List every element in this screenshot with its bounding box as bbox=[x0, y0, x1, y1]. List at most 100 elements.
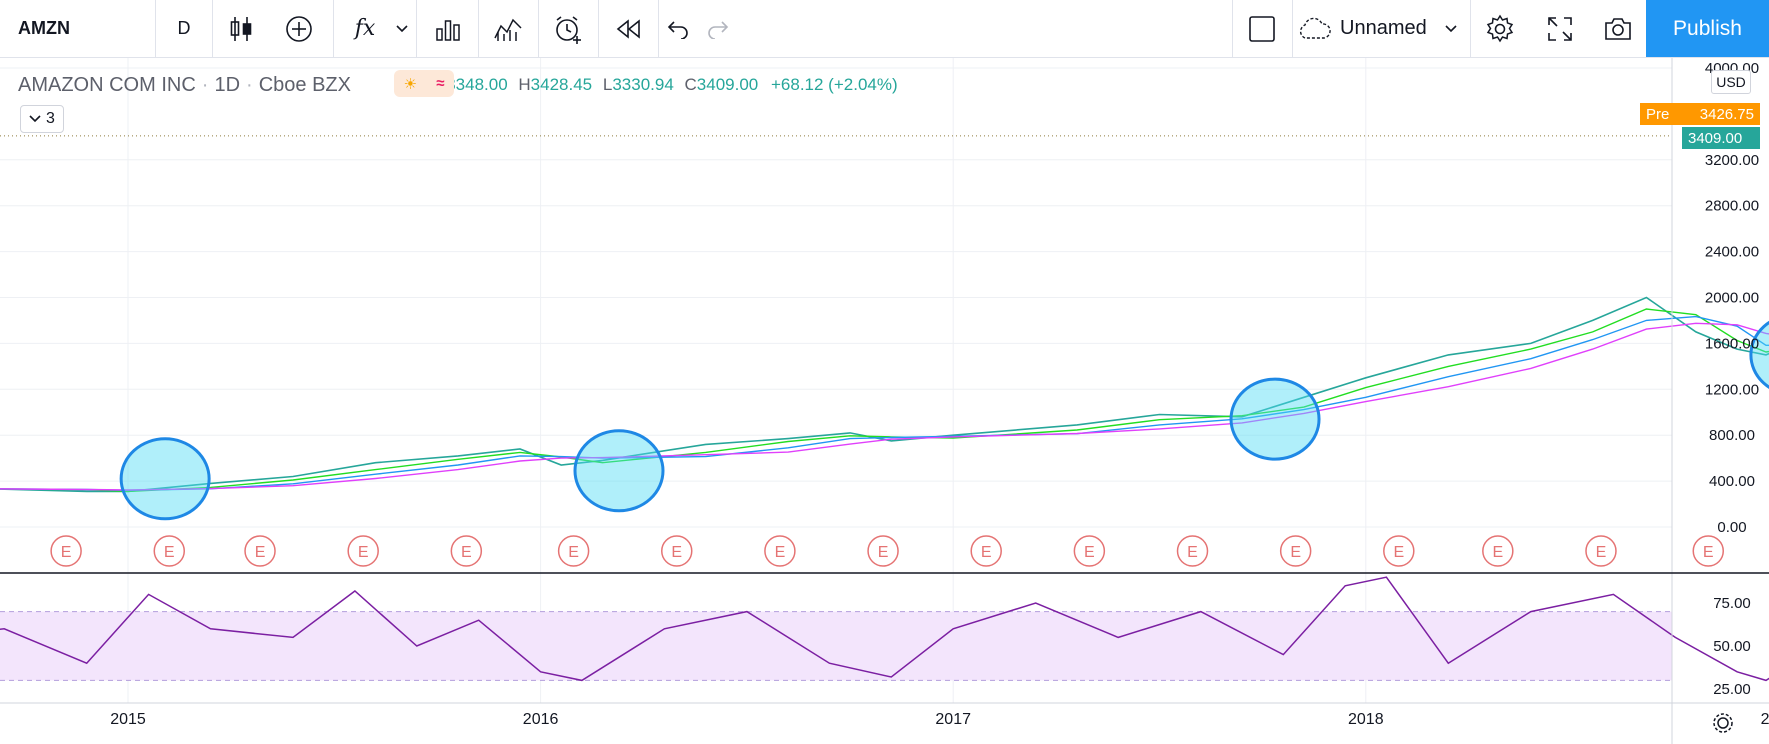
fullscreen-toggle-button[interactable] bbox=[1234, 0, 1290, 57]
divider bbox=[538, 0, 539, 57]
rsi-pane bbox=[0, 576, 1769, 682]
expand-icon bbox=[1548, 16, 1572, 41]
alert-button[interactable] bbox=[540, 0, 596, 57]
earnings-marker-circle bbox=[867, 535, 899, 567]
indicators-collapse-button[interactable]: 3 bbox=[20, 105, 64, 133]
open-value: 3348.00 bbox=[446, 75, 508, 94]
top-toolbar: AMZN D fx Unnamed bbox=[0, 0, 1769, 58]
earnings-marker-circle bbox=[1073, 535, 1106, 567]
axes: 201520162017201820192020202120224000.003… bbox=[0, 58, 1769, 744]
time-axis-label: 2017 bbox=[935, 711, 971, 728]
earnings-marker-circle bbox=[661, 535, 693, 567]
divider bbox=[478, 0, 479, 57]
price-tick-label: 400.00 bbox=[1709, 473, 1755, 490]
time-axis-label: 2019 bbox=[1761, 711, 1769, 728]
earnings-marker-circle bbox=[1692, 535, 1725, 567]
rsi-band bbox=[0, 611, 1672, 681]
divider bbox=[333, 0, 334, 57]
indicator-count: 3 bbox=[46, 110, 55, 127]
price-pane bbox=[0, 135, 1769, 493]
divider bbox=[212, 0, 213, 57]
pre-value: 3426.75 bbox=[1699, 105, 1754, 123]
symbol-name: AMAZON COM INC bbox=[18, 73, 196, 96]
cloud-icon bbox=[1299, 17, 1331, 39]
moving-average-slow bbox=[0, 322, 1769, 491]
earnings-marker-label: E bbox=[981, 544, 992, 561]
legend-ohlc: O3348.00 H3428.45 L3330.94 C3409.00 +68.… bbox=[433, 75, 898, 95]
highlight-circle-drawing bbox=[119, 437, 211, 521]
templates-button[interactable] bbox=[480, 0, 536, 57]
indicator-template-icon bbox=[494, 18, 522, 41]
earnings-marker-circle bbox=[450, 535, 483, 567]
earnings-marker-label: E bbox=[255, 544, 266, 561]
price-tick-label: 800.00 bbox=[1709, 427, 1755, 444]
moving-average-mid bbox=[0, 315, 1769, 492]
market-status-pill[interactable]: ☀ ≈ bbox=[394, 70, 454, 97]
chart-canvas[interactable]: EEEEEEEEEEEEEEEEEEEEEEEEEEEE 20152016201… bbox=[0, 58, 1769, 744]
last-value: 3409.00 bbox=[1688, 129, 1743, 147]
divider bbox=[155, 0, 156, 57]
earnings-markers[interactable]: EEEEEEEEEEEEEEEEEEEEEEEEEEEE bbox=[0, 535, 1769, 567]
earnings-marker-label: E bbox=[1084, 544, 1095, 561]
high-key: H bbox=[518, 75, 531, 94]
divider bbox=[1292, 0, 1293, 57]
currency-badge[interactable]: USD bbox=[1711, 70, 1751, 94]
indicators-button[interactable]: fx bbox=[340, 0, 390, 57]
low-key: L bbox=[602, 75, 613, 94]
snapshot-button[interactable] bbox=[1590, 0, 1646, 57]
earnings-marker-label: E bbox=[568, 544, 579, 561]
layout-name-button[interactable]: Unnamed bbox=[1296, 0, 1466, 57]
low-value: 3330.94 bbox=[612, 75, 674, 94]
replay-button[interactable] bbox=[600, 0, 656, 57]
alarm-clock-plus-icon bbox=[556, 15, 581, 44]
symbol-search-button[interactable]: AMZN bbox=[18, 18, 70, 38]
earnings-marker-circle bbox=[244, 535, 276, 567]
moving-average-fast bbox=[0, 308, 1769, 493]
chevron-down-icon bbox=[29, 115, 41, 123]
earnings-marker-circle bbox=[1585, 535, 1617, 567]
candles-chart-type-button[interactable] bbox=[213, 0, 269, 57]
interval-button[interactable]: D bbox=[177, 18, 191, 38]
divider bbox=[598, 0, 599, 57]
earnings-marker-label: E bbox=[1596, 544, 1607, 561]
financials-button[interactable] bbox=[420, 0, 476, 57]
camera-icon bbox=[1605, 17, 1631, 40]
compare-add-button[interactable] bbox=[271, 0, 327, 57]
rsi-tick-label: 25.00 bbox=[1713, 681, 1751, 698]
earnings-marker-label: E bbox=[61, 544, 72, 561]
price-tick-label: 1600.00 bbox=[1705, 335, 1759, 352]
fullscreen-button[interactable] bbox=[1532, 0, 1588, 57]
earnings-marker-label: E bbox=[1290, 544, 1301, 561]
redo-icon bbox=[708, 20, 729, 39]
settings-button[interactable] bbox=[1472, 0, 1528, 57]
divider bbox=[416, 0, 417, 57]
price-tick-label: 3200.00 bbox=[1705, 152, 1759, 169]
close-key: C bbox=[684, 75, 697, 94]
change-value: +68.12 (+2.04%) bbox=[770, 75, 898, 94]
last-price-label: 3409.00 bbox=[1682, 127, 1760, 149]
earnings-marker-circle bbox=[1482, 535, 1514, 567]
redo-button[interactable] bbox=[700, 0, 736, 57]
earnings-marker-circle bbox=[153, 535, 186, 567]
earnings-marker-label: E bbox=[164, 544, 175, 561]
highlight-circle-drawing bbox=[1749, 320, 1769, 389]
undo-button[interactable] bbox=[660, 0, 696, 57]
divider bbox=[1470, 0, 1471, 57]
layout-name: Unnamed bbox=[1340, 17, 1427, 39]
indicators-dropdown-button[interactable] bbox=[390, 0, 414, 57]
undo-icon bbox=[667, 20, 688, 39]
earnings-marker-label: E bbox=[461, 544, 472, 561]
time-axis-label: 2018 bbox=[1348, 711, 1384, 728]
earnings-marker-label: E bbox=[1393, 544, 1404, 561]
divider bbox=[1232, 0, 1233, 57]
rsi-band-fill bbox=[0, 611, 1672, 681]
legend-interval: 1D bbox=[214, 73, 241, 96]
publish-button[interactable]: Publish bbox=[1646, 0, 1769, 57]
chevron-down-icon bbox=[396, 24, 408, 32]
plus-circle-icon bbox=[286, 15, 312, 42]
pre-label: Pre bbox=[1646, 105, 1670, 123]
price-line bbox=[0, 296, 1769, 493]
symbol-legend: AMAZON COM INC · 1D · Cboe BZX O3348.00 … bbox=[18, 70, 898, 100]
earnings-marker-circle bbox=[347, 535, 379, 567]
earnings-marker-circle bbox=[50, 535, 82, 567]
